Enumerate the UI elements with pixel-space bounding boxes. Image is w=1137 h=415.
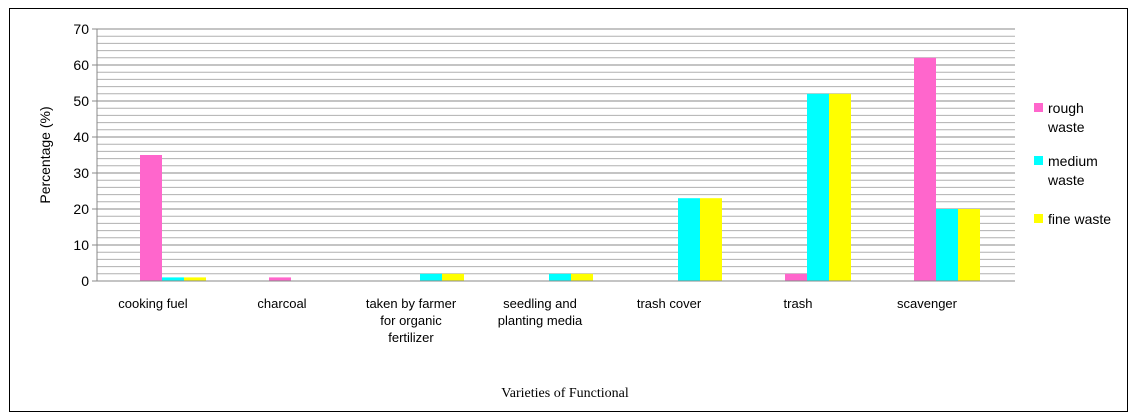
bar [958, 209, 980, 281]
bar [678, 198, 700, 281]
bar [700, 198, 722, 281]
bar [936, 209, 958, 281]
legend-swatch [1034, 214, 1043, 223]
y-tick-label: 60 [73, 57, 89, 73]
y-tick-label: 40 [73, 129, 89, 145]
bar [269, 277, 291, 281]
bar [162, 277, 184, 281]
legend-swatch [1034, 156, 1043, 165]
x-tick-label: scavenger [897, 296, 958, 311]
bar [549, 273, 571, 281]
y-tick-label: 20 [73, 201, 89, 217]
bar [442, 273, 464, 281]
x-tick-label: cooking fuel [118, 296, 187, 311]
x-tick-label: seedling and planting media [498, 296, 583, 328]
bar [807, 93, 829, 281]
bar [140, 155, 162, 281]
legend-label: rough waste [1047, 100, 1085, 135]
bar [829, 93, 851, 281]
bar [914, 57, 936, 281]
x-axis-title: Varieties of Functional [501, 386, 629, 401]
y-axis-title: Percentage (%) [37, 106, 53, 203]
y-tick-label: 50 [73, 93, 89, 109]
x-tick-label: trash [784, 296, 813, 311]
y-tick-label: 30 [73, 165, 89, 181]
x-tick-label: trash cover [637, 296, 702, 311]
bar [571, 273, 593, 281]
bar [184, 277, 206, 281]
legend-label: medium waste [1047, 153, 1098, 188]
y-tick-label: 10 [73, 237, 89, 253]
y-tick-label: 0 [81, 273, 89, 289]
bar [420, 273, 442, 281]
bar [785, 273, 807, 281]
legend-swatch [1034, 103, 1043, 112]
x-tick-label: taken by farmer for organic fertilizer [366, 296, 457, 345]
x-tick-label: charcoal [257, 296, 306, 311]
legend-label: fine waste [1048, 211, 1111, 227]
y-tick-label: 70 [73, 21, 89, 37]
